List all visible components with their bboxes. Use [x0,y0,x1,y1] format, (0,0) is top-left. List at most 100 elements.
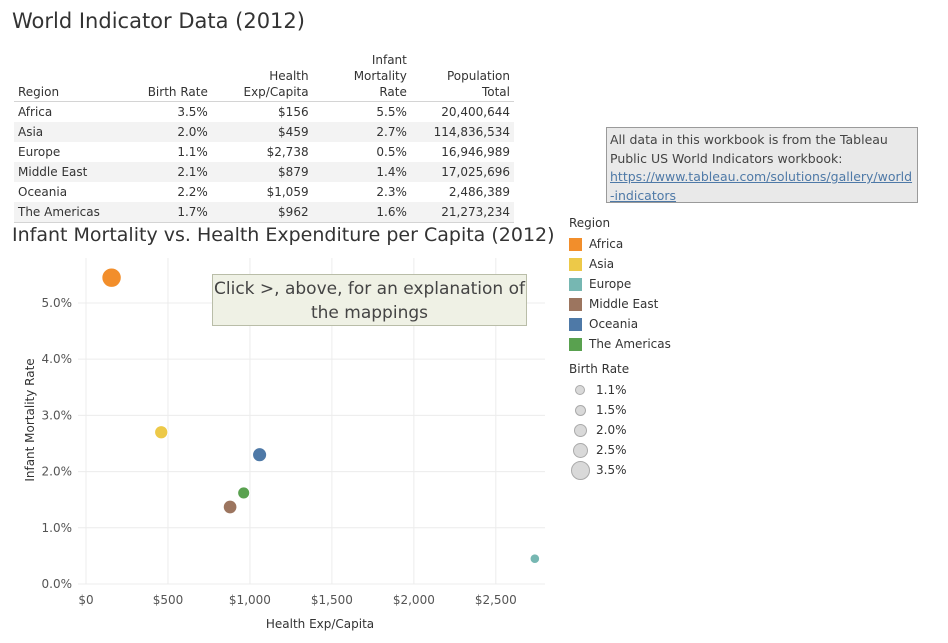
data-point-asia[interactable] [154,425,169,440]
cell-population: 2,486,389 [448,185,510,199]
data-points [101,267,541,565]
region-legend-title: Region [569,216,611,230]
y-tick-label: 2.0% [42,465,73,479]
swatch-oceania [569,317,582,331]
cell-population: 114,836,534 [410,122,514,142]
column-header-region[interactable]: Region [14,52,131,102]
size-legend-item: 2.0% [569,420,629,440]
indicator-table: Region Birth Rate Health Exp/Capita Infa… [14,52,514,223]
cell-population: 20,400,644 [441,105,510,119]
swatch-europe [569,277,582,291]
cell-health-exp: $1,059 [266,185,309,199]
legend-label: Oceania [589,317,639,331]
data-source-note: All data in this workbook is from the Ta… [606,127,918,203]
legend-item-the-americas[interactable]: The Americas [569,334,671,354]
cell-region: The Americas [14,202,131,223]
y-tick-label: 1.0% [42,521,73,535]
cell-birth-rate: 2.2% [177,185,208,199]
y-axis-label: Infant Mortality Rate [23,358,37,481]
legend-item-africa[interactable]: Africa [569,234,671,254]
x-tick-label: $0 [78,593,93,607]
cell-region: Africa [18,105,53,119]
data-point-middle-east[interactable] [222,499,238,515]
cell-infant-mortality: 0.5% [376,145,407,159]
column-header-birth-rate[interactable]: Birth Rate [130,52,212,102]
table-row[interactable]: Europe 1.1% $2,738 0.5% 16,946,989 [14,142,514,162]
cell-birth-rate: 3.5% [177,105,208,119]
cell-infant-mortality: 2.7% [312,122,411,142]
birth-rate-legend: Birth Rate 1.1% 1.5% 2.0% 2.5% 3.5% [569,362,629,480]
size-legend-label: 2.0% [596,423,627,437]
y-tick-label: 0.0% [42,577,73,591]
legend-item-oceania[interactable]: Oceania [569,314,671,334]
cell-health-exp: $879 [211,162,313,182]
column-header-infant-mortality[interactable]: Infant Mortality Rate [312,52,411,102]
swatch-the-americas [569,337,582,351]
y-axis-ticks: 0.0% 1.0% 2.0% 3.0% 4.0% 5.0% [42,296,73,591]
size-circle-icon [573,423,587,437]
legend-label: Europe [589,277,632,291]
x-tick-label: $500 [153,593,184,607]
table-header-row: Region Birth Rate Health Exp/Capita Infa… [14,52,514,102]
source-link[interactable]: https://www.tableau.com/solutions/galler… [610,169,913,203]
swatch-middle-east [569,297,582,311]
size-circle-icon [572,442,588,458]
legend-label: Africa [589,237,624,251]
legend-item-asia[interactable]: Asia [569,254,671,274]
x-axis-label: Health Exp/Capita [266,617,374,631]
x-tick-label: $2,500 [475,593,517,607]
data-point-europe[interactable] [529,553,541,565]
y-tick-label: 5.0% [42,296,73,310]
swatch-africa [569,237,582,251]
size-legend-item: 1.5% [569,400,629,420]
cell-population: 21,273,234 [410,202,514,223]
cell-infant-mortality: 1.6% [312,202,411,223]
size-legend-item: 3.5% [569,460,629,480]
legend-item-europe[interactable]: Europe [569,274,671,294]
y-tick-label: 3.0% [42,408,73,422]
data-point-oceania[interactable] [252,447,268,463]
size-circle-icon [574,404,586,416]
cell-health-exp: $962 [211,202,313,223]
column-header-population[interactable]: Population Total [410,52,514,102]
size-legend-item: 2.5% [569,440,629,460]
explanation-callout[interactable]: Click >, above, for an explanation of th… [212,274,527,326]
size-legend-item: 1.1% [569,380,629,400]
table-row[interactable]: The Americas 1.7% $962 1.6% 21,273,234 [14,202,514,223]
cell-birth-rate: 2.0% [130,122,212,142]
size-circle-icon [570,460,590,480]
cell-region: Europe [18,145,61,159]
cell-health-exp: $459 [211,122,313,142]
table-row[interactable]: Oceania 2.2% $1,059 2.3% 2,486,389 [14,182,514,202]
table-row[interactable]: Middle East 2.1% $879 1.4% 17,025,696 [14,162,514,182]
region-legend: Region Africa Asia Europe Middle East Oc… [569,216,671,354]
cell-population: 17,025,696 [410,162,514,182]
data-point-the-americas[interactable] [237,486,251,500]
cell-region: Middle East [14,162,131,182]
table-row[interactable]: Asia 2.0% $459 2.7% 114,836,534 [14,122,514,142]
cell-birth-rate: 2.1% [130,162,212,182]
size-legend-label: 1.5% [596,403,627,417]
x-tick-label: $2,000 [393,593,435,607]
x-axis-ticks: $0 $500 $1,000 $1,500 $2,000 $2,500 [78,593,516,607]
cell-health-exp: $2,738 [266,145,309,159]
table-row[interactable]: Africa 3.5% $156 5.5% 20,400,644 [14,102,514,123]
legend-label: The Americas [589,337,671,351]
cell-health-exp: $156 [278,105,309,119]
size-circle-icon [575,385,585,395]
size-legend-label: 2.5% [596,443,627,457]
data-point-africa[interactable] [101,267,122,288]
legend-item-middle-east[interactable]: Middle East [569,294,671,314]
cell-birth-rate: 1.7% [130,202,212,223]
x-tick-label: $1,500 [311,593,353,607]
size-legend-label: 3.5% [596,463,627,477]
swatch-asia [569,257,582,271]
cell-region: Oceania [18,185,68,199]
size-legend-label: 1.1% [596,383,627,397]
x-tick-label: $1,000 [229,593,271,607]
column-header-health-exp[interactable]: Health Exp/Capita [211,52,313,102]
legend-label: Asia [589,257,615,271]
cell-infant-mortality: 1.4% [312,162,411,182]
cell-population: 16,946,989 [441,145,510,159]
y-tick-label: 4.0% [42,352,73,366]
